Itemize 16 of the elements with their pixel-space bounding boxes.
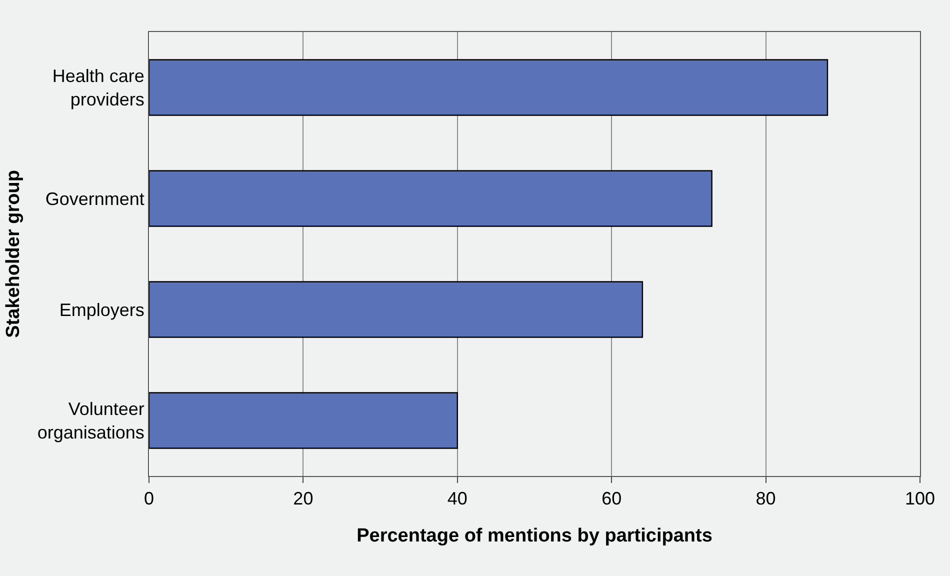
- bar: [149, 170, 712, 227]
- y-tick-label: Health care providers: [52, 66, 144, 110]
- bar: [149, 281, 644, 338]
- x-tick-label: 40: [447, 488, 468, 509]
- x-tick-label: 60: [602, 488, 622, 509]
- x-tick-label: 20: [293, 488, 314, 509]
- x-tick-label: 0: [144, 488, 154, 509]
- x-tick-label: 80: [756, 488, 776, 509]
- bar: [149, 392, 458, 449]
- bar: [149, 59, 828, 116]
- y-axis-title: Stakeholder group: [3, 170, 24, 338]
- y-tick-label: Government: [45, 188, 144, 209]
- y-tick-label: Volunteer organisations: [37, 399, 144, 442]
- y-tick-label: Employers: [59, 300, 144, 320]
- x-tick-label: 100: [904, 488, 936, 509]
- x-axis-title: Percentage of mentions by participants: [356, 525, 712, 546]
